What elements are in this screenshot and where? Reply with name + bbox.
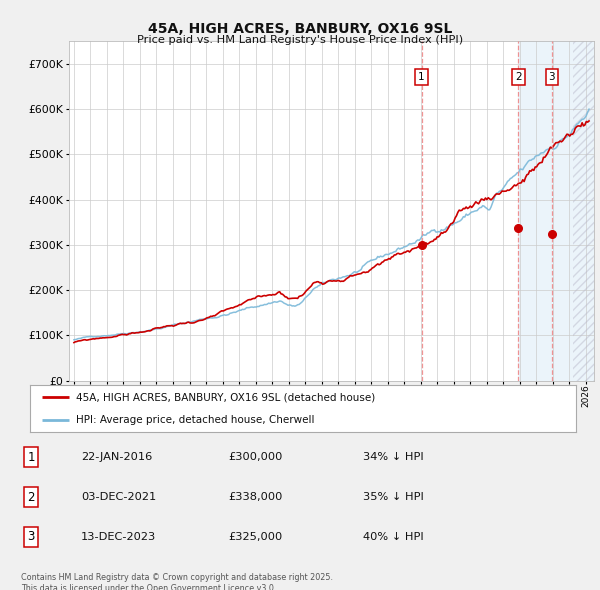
Text: HPI: Average price, detached house, Cherwell: HPI: Average price, detached house, Cher… <box>76 415 315 425</box>
Bar <box>518 41 594 381</box>
Text: 34% ↓ HPI: 34% ↓ HPI <box>364 452 424 462</box>
Text: 2: 2 <box>515 72 522 82</box>
Text: 35% ↓ HPI: 35% ↓ HPI <box>364 492 424 502</box>
Text: Contains HM Land Registry data © Crown copyright and database right 2025.
This d: Contains HM Land Registry data © Crown c… <box>21 573 333 590</box>
Text: 03-DEC-2021: 03-DEC-2021 <box>81 492 157 502</box>
Text: 3: 3 <box>548 72 555 82</box>
Text: £338,000: £338,000 <box>228 492 283 502</box>
Text: 45A, HIGH ACRES, BANBURY, OX16 9SL (detached house): 45A, HIGH ACRES, BANBURY, OX16 9SL (deta… <box>76 392 376 402</box>
Text: 40% ↓ HPI: 40% ↓ HPI <box>364 532 424 542</box>
Text: 1: 1 <box>27 451 35 464</box>
Bar <box>574 41 594 381</box>
Text: 45A, HIGH ACRES, BANBURY, OX16 9SL: 45A, HIGH ACRES, BANBURY, OX16 9SL <box>148 22 452 37</box>
Text: 2: 2 <box>27 490 35 504</box>
Text: 1: 1 <box>418 72 425 82</box>
Text: Price paid vs. HM Land Registry's House Price Index (HPI): Price paid vs. HM Land Registry's House … <box>137 35 463 45</box>
Text: £300,000: £300,000 <box>228 452 283 462</box>
Text: £325,000: £325,000 <box>228 532 282 542</box>
Text: 22-JAN-2016: 22-JAN-2016 <box>81 452 152 462</box>
Text: 13-DEC-2023: 13-DEC-2023 <box>81 532 157 542</box>
Text: 3: 3 <box>28 530 35 543</box>
